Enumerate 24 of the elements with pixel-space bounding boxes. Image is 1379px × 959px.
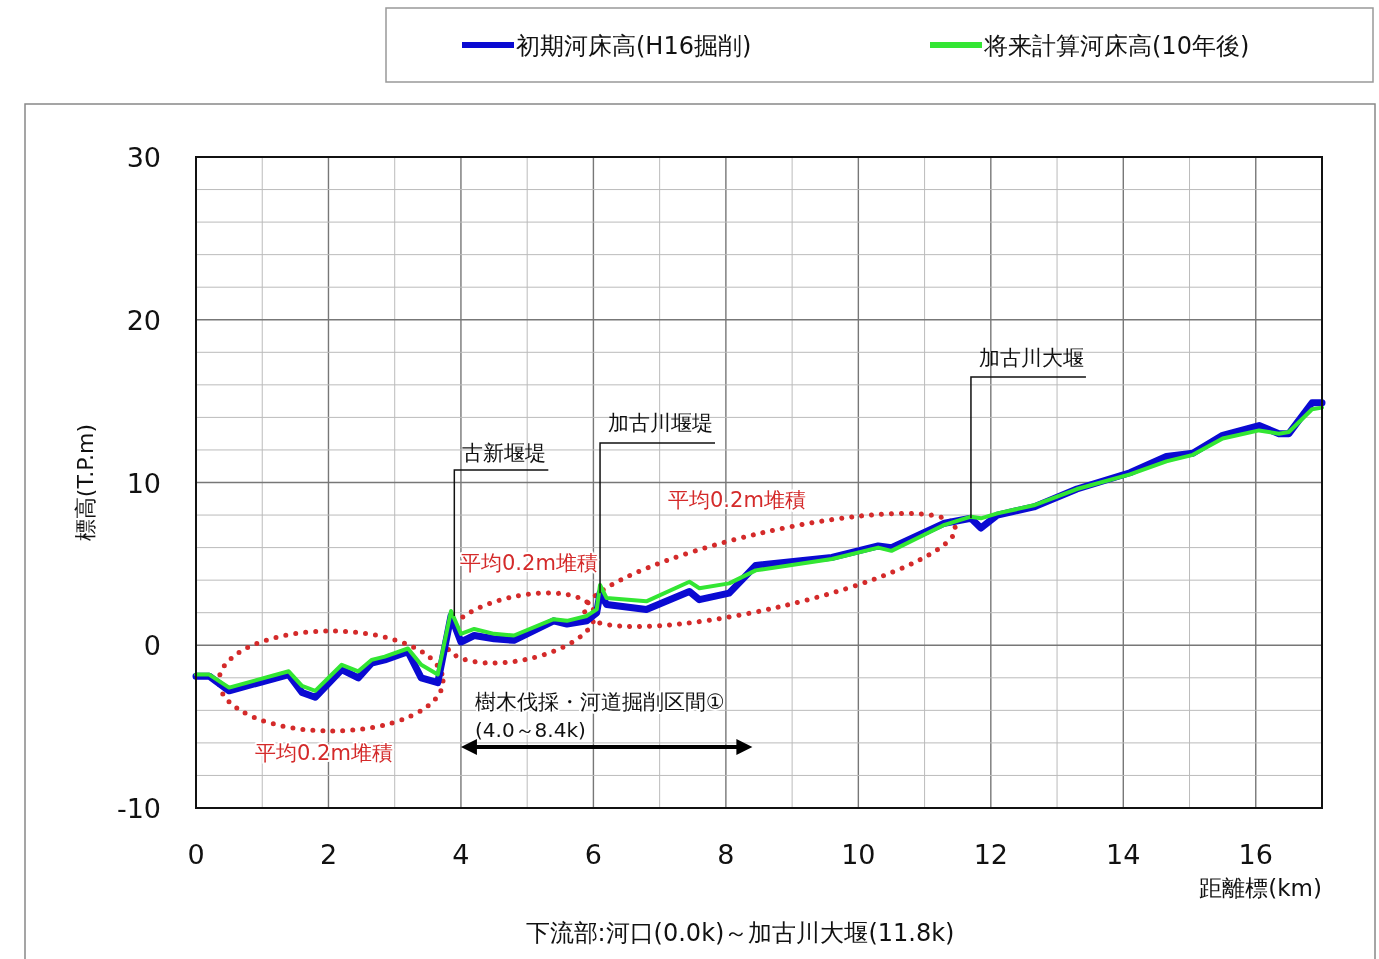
annotation: 加古川堰堤: [608, 411, 714, 435]
x-axis-title: 距離標(km): [1199, 875, 1322, 901]
annotation: 加古川大堰: [978, 346, 1084, 370]
y-tick-label: -10: [116, 793, 161, 824]
y-tick-label: 20: [126, 304, 161, 336]
x-tick-label: 14: [1106, 839, 1141, 870]
y-axis-title: 標高(T.P.m): [73, 423, 98, 542]
x-tick-label: 0: [187, 839, 205, 870]
text: 下流部:河口(0.0k)～加古川大堰(11.8k): [525, 919, 955, 947]
x-tick-label: 12: [973, 839, 1008, 870]
y-tick-label: 0: [143, 630, 161, 662]
legend-label: 初期河床高(H16掘削): [516, 32, 752, 60]
y-tick-label: 10: [126, 467, 161, 499]
y-tick-label: 30: [126, 142, 161, 173]
x-tick-label: 16: [1238, 839, 1273, 870]
x-tick-label: 4: [452, 839, 470, 870]
annotation: 古新堰堤: [462, 441, 547, 465]
x-tick-label: 6: [584, 839, 603, 870]
x-tick-label: 10: [841, 839, 876, 870]
x-tick-label: 8: [717, 839, 735, 870]
annotation: (4.0～8.4k): [475, 718, 586, 742]
legend-label: 将来計算河床高(10年後): [983, 32, 1250, 60]
x-tick-label: 2: [319, 839, 338, 870]
annotation: 平均0.2m堆積: [668, 488, 806, 512]
